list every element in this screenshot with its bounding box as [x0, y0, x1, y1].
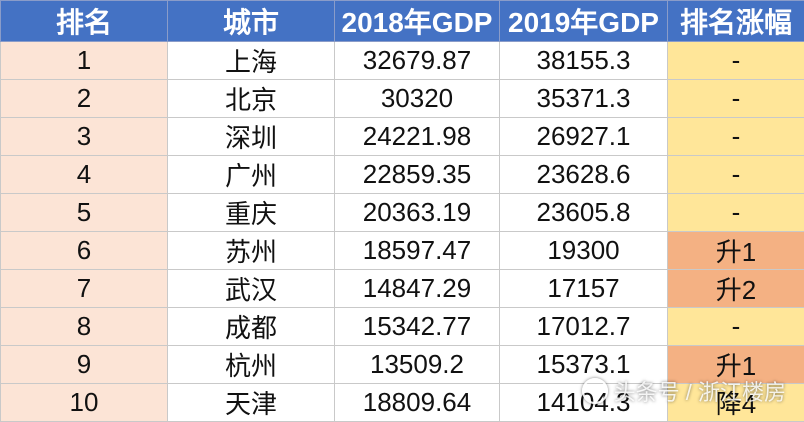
city-cell: 武汉: [168, 270, 335, 308]
rank-cell: 2: [1, 80, 168, 118]
rank-cell: 5: [1, 194, 168, 232]
gdp-2019-cell: 17012.7: [500, 308, 668, 346]
city-cell: 苏州: [168, 232, 335, 270]
gdp-2018-cell: 18597.47: [335, 232, 500, 270]
gdp-2018-cell: 13509.2: [335, 346, 500, 384]
gdp-2019-cell: 35371.3: [500, 80, 668, 118]
header-gdp-2019: 2019年GDP: [500, 1, 668, 42]
rank-change-cell: -: [668, 42, 804, 80]
gdp-2018-cell: 20363.19: [335, 194, 500, 232]
rank-cell: 9: [1, 346, 168, 384]
gdp-2018-cell: 22859.35: [335, 156, 500, 194]
city-cell: 北京: [168, 80, 335, 118]
rank-cell: 7: [1, 270, 168, 308]
gdp-2018-cell: 24221.98: [335, 118, 500, 156]
gdp-2018-cell: 18809.64: [335, 384, 500, 422]
rank-cell: 8: [1, 308, 168, 346]
header-row: 排名 城市 2018年GDP 2019年GDP 排名涨幅: [1, 1, 804, 42]
rank-change-cell: 升1: [668, 232, 804, 270]
rank-change-cell: -: [668, 308, 804, 346]
rank-cell: 10: [1, 384, 168, 422]
rank-cell: 1: [1, 42, 168, 80]
gdp-2018-cell: 30320: [335, 80, 500, 118]
watermark-text: 头条号 / 浙江楼房: [614, 375, 786, 407]
header-city: 城市: [168, 1, 335, 42]
rank-change-cell: 升2: [668, 270, 804, 308]
city-cell: 天津: [168, 384, 335, 422]
gdp-2018-cell: 15342.77: [335, 308, 500, 346]
rank-change-cell: -: [668, 118, 804, 156]
header-gdp-2018: 2018年GDP: [335, 1, 500, 42]
rank-change-cell: -: [668, 80, 804, 118]
rank-cell: 4: [1, 156, 168, 194]
gdp-2019-cell: 26927.1: [500, 118, 668, 156]
header-rank-change: 排名涨幅: [668, 1, 804, 42]
gdp-2019-cell: 19300: [500, 232, 668, 270]
city-cell: 上海: [168, 42, 335, 80]
rank-change-cell: -: [668, 194, 804, 232]
rank-change-cell: -: [668, 156, 804, 194]
rank-cell: 6: [1, 232, 168, 270]
table-header: 排名 城市 2018年GDP 2019年GDP 排名涨幅: [1, 1, 804, 42]
watermark-logo-icon: [582, 378, 608, 404]
gdp-2019-cell: 23628.6: [500, 156, 668, 194]
city-cell: 成都: [168, 308, 335, 346]
gdp-2019-cell: 23605.8: [500, 194, 668, 232]
city-cell: 杭州: [168, 346, 335, 384]
city-cell: 重庆: [168, 194, 335, 232]
city-cell: 深圳: [168, 118, 335, 156]
city-cell: 广州: [168, 156, 335, 194]
header-rank: 排名: [1, 1, 168, 42]
gdp-2018-cell: 14847.29: [335, 270, 500, 308]
watermark: 头条号 / 浙江楼房: [582, 375, 786, 407]
gdp-2019-cell: 38155.3: [500, 42, 668, 80]
gdp-2018-cell: 32679.87: [335, 42, 500, 80]
rank-cell: 3: [1, 118, 168, 156]
gdp-2019-cell: 17157: [500, 270, 668, 308]
